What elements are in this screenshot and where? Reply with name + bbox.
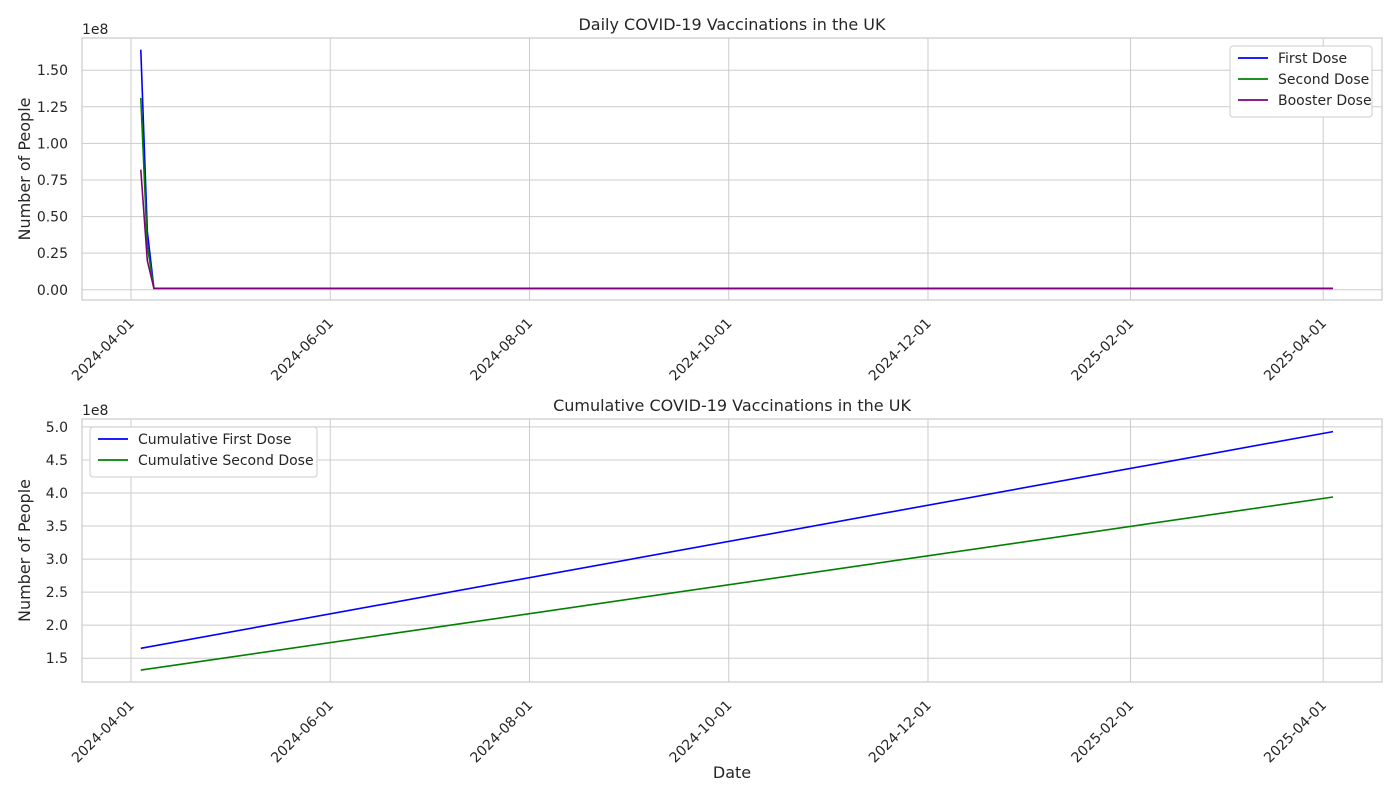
series-line-second-dose [140,97,1333,290]
x-tick-label: 2025-04-01 [1261,698,1330,767]
series-line-cumulative-second-dose [140,496,1334,671]
legend-entry: Booster Dose [1278,93,1372,109]
legend-box [89,426,318,478]
chart-title: Cumulative COVID-19 Vaccinations in the … [553,396,911,415]
y-axis-label: Number of People [15,479,34,622]
chart-title: Daily COVID-19 Vaccinations in the UK [578,15,886,34]
legend-entry: Cumulative First Dose [138,432,292,448]
y-offset-text: 1e8 [82,403,108,419]
x-tick-label: 2024-06-01 [268,316,337,385]
series-line-first-dose [140,49,1333,290]
series-line-booster-dose [140,169,1333,290]
legend-entry: Second Dose [1278,72,1369,88]
cumulative-vaccinations-chart: 1.5 2.0 2.5 3.0 3.5 4.0 4.5 5.0 2024-04-01 2024-0… [15,396,1383,782]
y-offset-text: 1e8 [82,22,108,38]
daily-vaccinations-chart: 0.00 0.25 0.50 0.75 1.00 1.25 1.50 2024-04-01 20… [15,15,1383,385]
y-tick-label: 0.00 [37,283,68,299]
y-tick-label: 4.5 [46,453,68,469]
x-axis-label: Date [713,763,751,782]
y-tick-label: 1.5 [46,651,68,667]
y-tick-label: 0.75 [37,173,68,189]
x-tick-label: 2024-08-01 [467,698,536,767]
legend: First Dose Second Dose Booster Dose [1229,45,1373,118]
x-tick-label: 2024-04-01 [69,698,138,767]
y-tick-label: 1.25 [37,100,68,116]
x-tick-label: 2025-02-01 [1068,698,1137,767]
y-tick-label: 1.50 [37,63,68,79]
y-tick-label: 5.0 [46,420,68,436]
legend: Cumulative First Dose Cumulative Second D… [89,426,318,478]
y-tick-label: 1.00 [37,136,68,152]
y-tick-label: 2.0 [46,618,68,634]
legend-entry: First Dose [1278,51,1347,67]
x-tick-label: 2025-04-01 [1261,316,1330,385]
x-tick-label: 2024-06-01 [268,698,337,767]
y-tick-label: 4.0 [46,486,68,502]
x-tick-label: 2025-02-01 [1068,316,1137,385]
series-line-cumulative-first-dose [140,430,1334,650]
x-tick-label: 2024-12-01 [866,698,935,767]
y-tick-label: 0.50 [37,210,68,226]
legend-entry: Cumulative Second Dose [138,453,314,469]
y-tick-label: 3.0 [46,552,68,568]
y-tick-label: 2.5 [46,585,68,601]
y-tick-label: 3.5 [46,519,68,535]
x-tick-label: 2024-04-01 [69,316,138,385]
x-tick-label: 2024-10-01 [667,316,736,385]
y-axis-label: Number of People [15,97,34,240]
plot-frame [81,418,1383,683]
plot-frame [81,37,1383,301]
x-tick-label: 2024-08-01 [467,316,536,385]
x-tick-label: 2024-12-01 [866,316,935,385]
y-tick-label: 0.25 [37,246,68,262]
x-tick-label: 2024-10-01 [667,698,736,767]
